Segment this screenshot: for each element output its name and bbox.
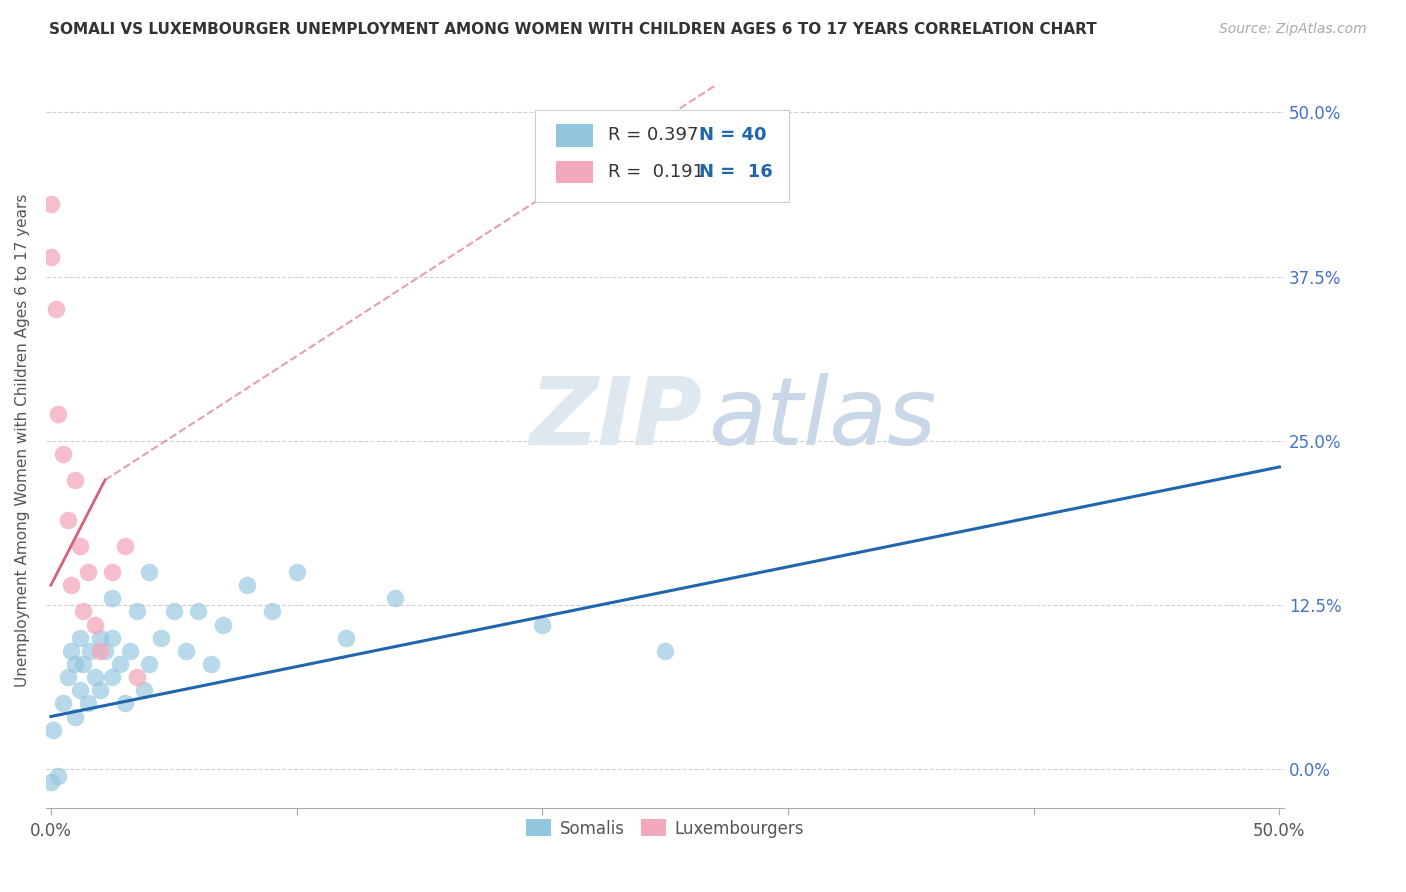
Point [138, 657, 160, 671]
Point [285, 565, 308, 579]
Point [46, 769, 69, 783]
Point [69, 631, 91, 645]
Point [654, 644, 676, 658]
Text: R =  0.191: R = 0.191 [609, 163, 704, 181]
Point [65, 709, 87, 723]
Point [174, 644, 197, 658]
Point [125, 604, 148, 618]
Point [76, 697, 98, 711]
Point [101, 591, 124, 606]
Point [531, 617, 554, 632]
Point [79, 644, 101, 658]
Point [89, 631, 111, 645]
Point [65, 473, 87, 487]
Point [39, 250, 62, 264]
Point [76, 565, 98, 579]
Point [84, 670, 107, 684]
Point [108, 657, 131, 671]
Point [39, 197, 62, 211]
Y-axis label: Unemployment Among Women with Children Ages 6 to 17 years: Unemployment Among Women with Children A… [15, 194, 30, 688]
Point [89, 683, 111, 698]
Point [138, 565, 160, 579]
Point [114, 697, 136, 711]
Point [56, 512, 79, 526]
Point [150, 631, 173, 645]
Point [384, 591, 406, 606]
Point [72, 604, 94, 618]
Point [72, 657, 94, 671]
FancyBboxPatch shape [536, 110, 789, 202]
Point [163, 604, 186, 618]
Point [52, 447, 75, 461]
Point [212, 617, 235, 632]
Point [335, 631, 357, 645]
Point [69, 683, 91, 698]
Text: SOMALI VS LUXEMBOURGER UNEMPLOYMENT AMONG WOMEN WITH CHILDREN AGES 6 TO 17 YEARS: SOMALI VS LUXEMBOURGER UNEMPLOYMENT AMON… [49, 22, 1097, 37]
Point [69, 539, 91, 553]
Point [114, 539, 136, 553]
Legend: Somalis, Luxembourgers: Somalis, Luxembourgers [520, 813, 811, 844]
Point [59, 578, 82, 592]
Point [101, 670, 124, 684]
Point [52, 697, 75, 711]
Point [200, 657, 222, 671]
Text: N =  16: N = 16 [699, 163, 772, 181]
Point [59, 644, 82, 658]
Point [125, 670, 148, 684]
Point [101, 631, 124, 645]
Text: R = 0.397: R = 0.397 [609, 127, 699, 145]
Point [118, 644, 141, 658]
Point [39, 775, 62, 789]
Point [45, 302, 67, 317]
Point [134, 683, 156, 698]
Point [101, 565, 124, 579]
Point [65, 657, 87, 671]
Point [94, 644, 117, 658]
Text: N = 40: N = 40 [699, 127, 766, 145]
FancyBboxPatch shape [557, 125, 593, 146]
Point [42, 723, 65, 737]
Point [260, 604, 283, 618]
Point [236, 578, 259, 592]
Text: ZIP: ZIP [530, 373, 702, 465]
Point [187, 604, 209, 618]
FancyBboxPatch shape [557, 161, 593, 183]
Point [89, 644, 111, 658]
Point [84, 617, 107, 632]
Point [56, 670, 79, 684]
Point [46, 408, 69, 422]
Text: atlas: atlas [709, 373, 936, 464]
Text: Source: ZipAtlas.com: Source: ZipAtlas.com [1219, 22, 1367, 37]
